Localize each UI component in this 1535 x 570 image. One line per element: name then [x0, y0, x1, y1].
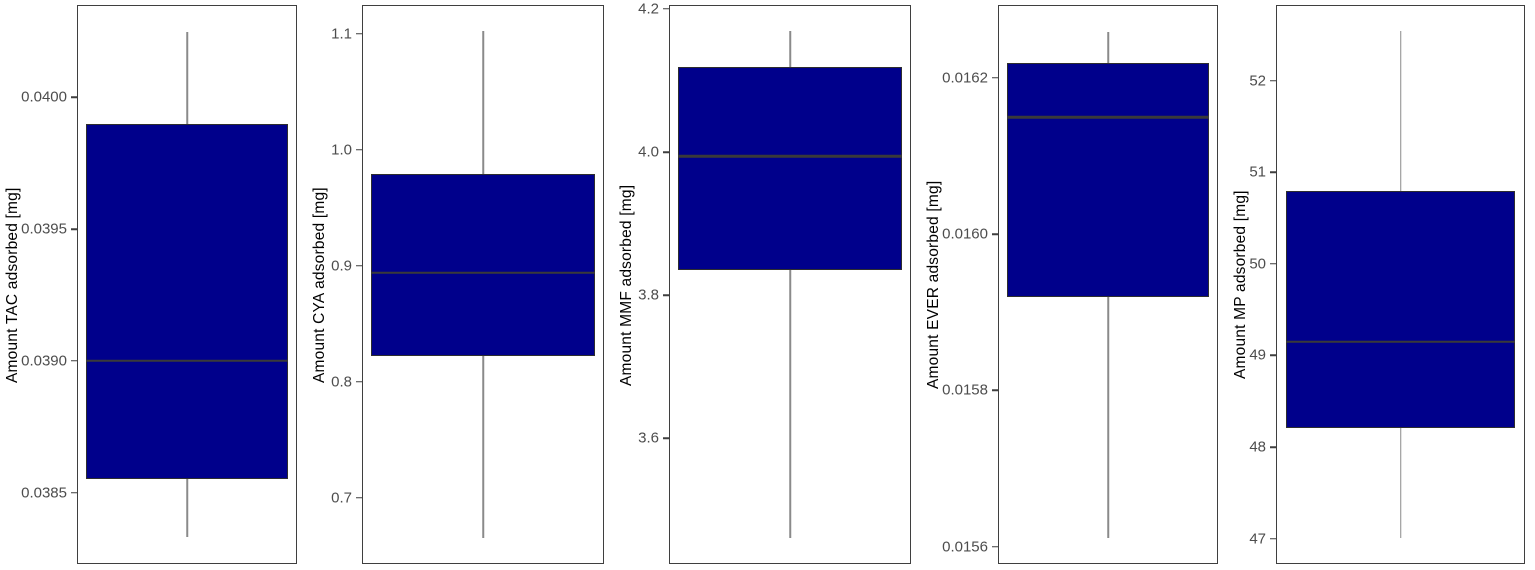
- y-tick-mark: [71, 492, 77, 494]
- median-line: [85, 359, 289, 362]
- y-tick-label: 1.1: [331, 25, 352, 43]
- y-tick-label: 0.9: [331, 257, 352, 275]
- y-tick-mark: [71, 360, 77, 362]
- iqr-box: [371, 173, 595, 357]
- boxplot-panel: Amount MP adsorbed [mg] 47 48 49 50 51 52: [1228, 0, 1535, 570]
- y-tick-mark: [663, 294, 669, 296]
- y-tick-label: 0.0158: [942, 381, 988, 399]
- iqr-box: [678, 66, 902, 271]
- y-tick-mark: [356, 265, 362, 267]
- y-tick-mark: [356, 381, 362, 383]
- y-tick-mark: [1270, 171, 1276, 174]
- y-tick-label: 3.6: [638, 429, 659, 447]
- y-axis-gutter: Amount CYA adsorbed [mg] 0.7 0.8 0.9 1.0 1.1: [307, 0, 362, 570]
- y-tick-mark: [663, 151, 669, 153]
- y-tick-mark: [1270, 80, 1276, 82]
- y-tick-label: 0.7: [331, 489, 352, 507]
- median-line: [1006, 116, 1210, 119]
- y-axis-tick-column: 0.7 0.8 0.9 1.0 1.1: [307, 5, 362, 564]
- y-tick-label: 51: [1249, 163, 1266, 181]
- boxplot-panel: Amount CYA adsorbed [mg] 0.7 0.8 0.9 1.0 1.1: [307, 0, 614, 570]
- y-tick-mark: [1270, 354, 1276, 357]
- plot-area: [1276, 5, 1525, 564]
- y-tick-label: 49: [1249, 346, 1266, 364]
- y-tick-mark: [992, 389, 998, 392]
- boxplot-panel: Amount EVER adsorbed [mg] 0.0156 0.0158 0.0…: [921, 0, 1228, 570]
- y-tick-mark: [71, 96, 77, 99]
- y-axis-tick-column: 0.0156 0.0158 0.0160 0.0162: [921, 5, 998, 564]
- boxplot-panel: Amount TAC adsorbed [mg] 0.0385 0.0390 0.03…: [0, 0, 307, 570]
- iqr-box: [1006, 62, 1210, 297]
- iqr-box: [1285, 190, 1516, 429]
- plot-area: [362, 5, 604, 564]
- y-axis-tick-column: 3.6 3.8 4.0 4.2: [614, 1, 669, 564]
- y-tick-label: 0.8: [331, 373, 352, 391]
- y-axis-gutter: Amount MP adsorbed [mg] 47 48 49 50 51 52: [1228, 0, 1276, 570]
- median-line: [371, 271, 595, 275]
- y-tick-label: 4.0: [638, 143, 659, 161]
- y-tick-label: 0.0390: [21, 352, 67, 370]
- y-tick-label: 0.0385: [21, 484, 67, 502]
- y-axis-gutter: Amount TAC adsorbed [mg] 0.0385 0.0390 0.03…: [0, 0, 77, 570]
- y-tick-label: 47: [1249, 530, 1266, 548]
- y-tick-mark: [356, 33, 362, 35]
- iqr-box: [85, 124, 289, 479]
- y-tick-mark: [1270, 446, 1276, 448]
- y-tick-mark: [356, 149, 362, 151]
- y-tick-mark: [663, 8, 669, 10]
- y-axis-gutter: Amount EVER adsorbed [mg] 0.0156 0.0158 0.0…: [921, 0, 998, 570]
- median-line: [678, 154, 902, 158]
- y-axis-gutter: Amount MMF adsorbed [mg] 3.6 3.8 4.0 4.2: [614, 0, 669, 570]
- y-tick-mark: [71, 228, 77, 230]
- whisker-line: [789, 31, 791, 538]
- plot-area: [77, 5, 297, 564]
- y-tick-label: 52: [1249, 72, 1266, 90]
- y-tick-label: 0.0162: [942, 69, 988, 87]
- y-tick-label: 0.0156: [942, 538, 988, 556]
- y-tick-label: 0.0400: [21, 88, 67, 106]
- y-axis-tick-column: 47 48 49 50 51 52: [1228, 5, 1276, 564]
- y-tick-mark: [992, 76, 998, 79]
- y-axis-tick-column: 0.0385 0.0390 0.0395 0.0400: [0, 5, 77, 564]
- y-tick-label: 0.0395: [21, 220, 67, 238]
- y-tick-mark: [663, 437, 669, 440]
- y-tick-label: 48: [1249, 438, 1266, 456]
- y-tick-label: 0.0160: [942, 225, 988, 243]
- plot-area: [669, 5, 911, 564]
- y-tick-mark: [1270, 537, 1276, 540]
- y-tick-label: 3.8: [638, 286, 659, 304]
- y-tick-label: 4.2: [638, 0, 659, 18]
- y-tick-mark: [992, 546, 998, 548]
- boxplot-panel: Amount MMF adsorbed [mg] 3.6 3.8 4.0 4.2: [614, 0, 921, 570]
- y-tick-mark: [356, 497, 362, 499]
- plot-area: [998, 5, 1218, 564]
- y-tick-mark: [1270, 263, 1276, 265]
- y-tick-label: 1.0: [331, 141, 352, 159]
- y-tick-mark: [992, 233, 998, 235]
- median-line: [1285, 340, 1516, 343]
- y-tick-label: 50: [1249, 255, 1266, 273]
